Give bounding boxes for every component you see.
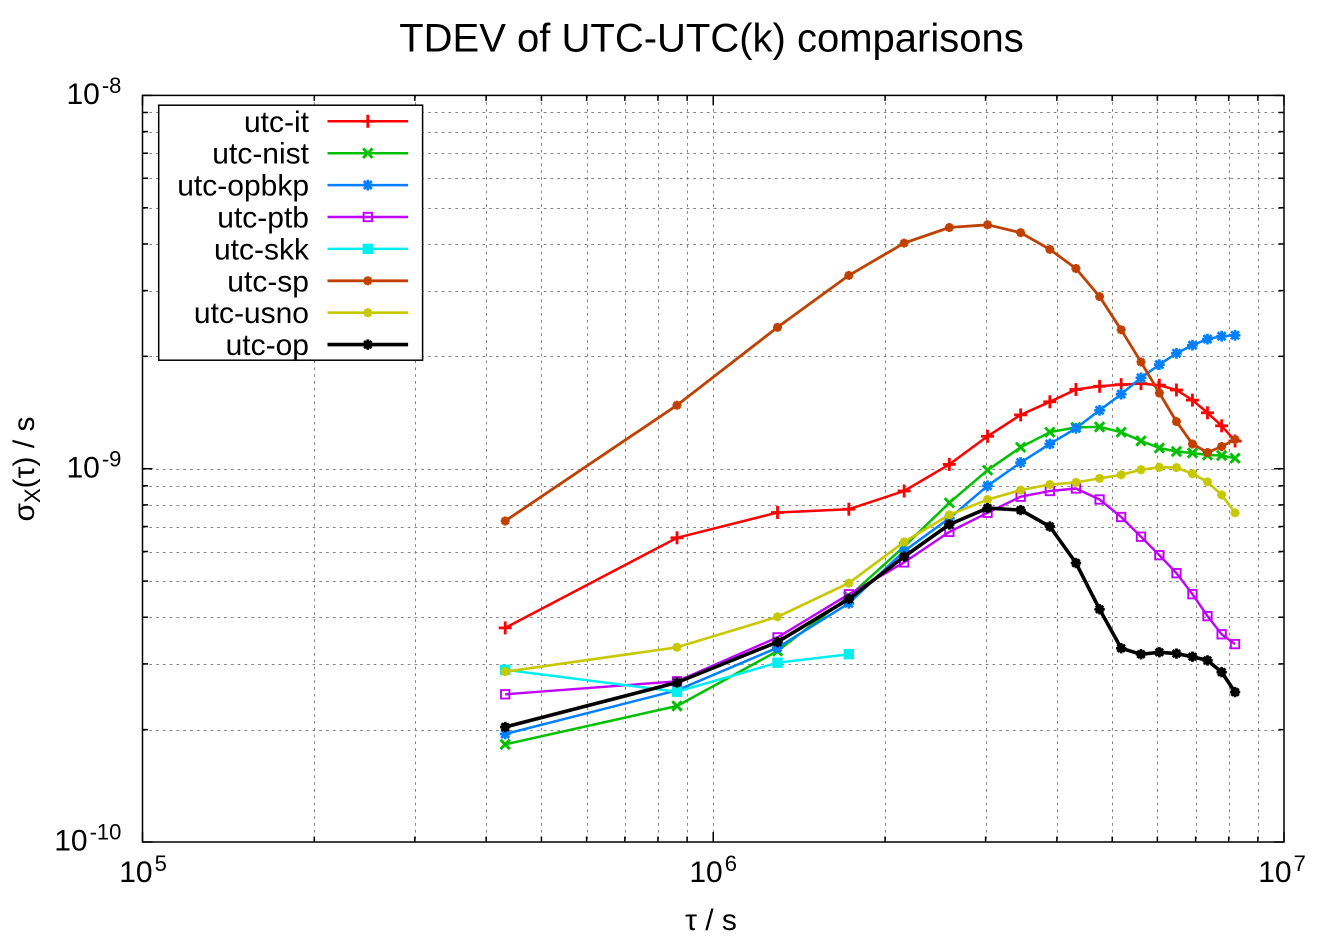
svg-text:utc-sp: utc-sp: [227, 265, 309, 298]
svg-text:10-8: 10-8: [66, 73, 121, 111]
svg-text:utc-nist: utc-nist: [212, 138, 309, 171]
svg-text:utc-it: utc-it: [244, 106, 310, 139]
svg-text:utc-op: utc-op: [226, 329, 309, 362]
svg-text:utc-ptb: utc-ptb: [217, 202, 309, 235]
svg-text:τ / s: τ / s: [685, 904, 737, 937]
svg-text:utc-opbkp: utc-opbkp: [177, 170, 309, 203]
svg-text:σX(τ) / s: σX(τ) / s: [8, 416, 45, 521]
svg-text:utc-skk: utc-skk: [214, 233, 310, 266]
svg-text:utc-usno: utc-usno: [194, 297, 309, 330]
svg-text:TDEV of UTC-UTC(k) comparisons: TDEV of UTC-UTC(k) comparisons: [399, 17, 1024, 61]
